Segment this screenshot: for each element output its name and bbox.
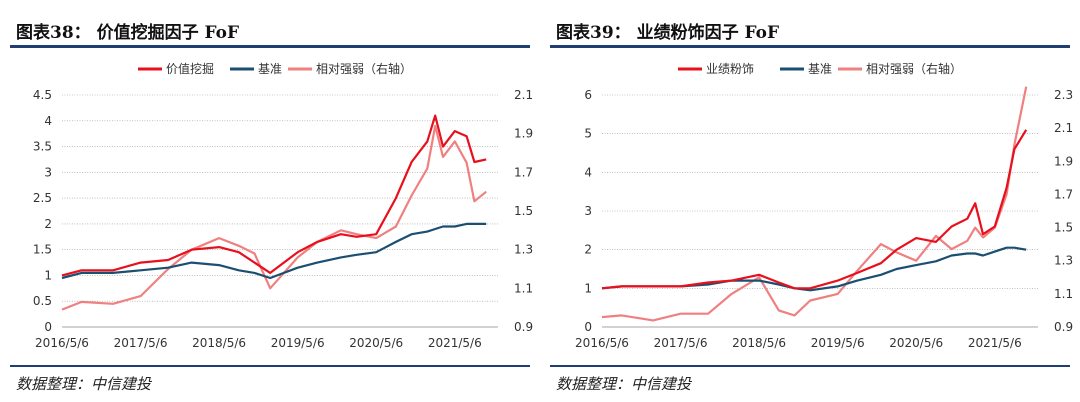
y-right-tick-label: 1.1	[1054, 287, 1073, 301]
source-note: 数据整理：中信建投	[556, 375, 692, 393]
source-rule	[10, 365, 530, 367]
y-right-tick-label: 1.9	[514, 127, 533, 141]
x-tick-label: 2016/5/6	[575, 336, 629, 350]
y-right-tick-label: 0.9	[1054, 320, 1073, 334]
series-line-relative	[61, 124, 487, 311]
y-right-tick-label: 1.5	[1054, 221, 1073, 235]
source-note: 数据整理：中信建投	[16, 375, 152, 393]
legend-label: 基准	[258, 62, 282, 76]
y-left-tick-label: 4	[44, 114, 52, 128]
x-tick-label: 2016/5/6	[35, 336, 89, 350]
x-tick-label: 2020/5/6	[889, 336, 943, 350]
chart-svg: 0 0.5 1 1.5 2 2.5 3 3.5 4 4.5 0.9 1.1 1.3 1.5 1.7 1.9 2.…	[33, 61, 533, 350]
y-left-tick-label: 3	[584, 204, 592, 218]
y-left-tick-label: 0	[44, 320, 52, 334]
legend-label: 业绩粉饰	[706, 62, 754, 76]
source-rule	[550, 365, 1070, 367]
chart-panel-39: 图表39： 业绩粉饰因子 FoF 0 1 2 3 4 5 6 0.9 1.1 1.3 1.5 1.7 1…	[550, 0, 1080, 402]
y-left-tick-label: 0.5	[33, 294, 52, 308]
y-right-tick-label: 1.3	[514, 243, 533, 257]
x-tick-label: 2017/5/6	[654, 336, 708, 350]
chart-title: 图表39： 业绩粉饰因子 FoF	[556, 23, 780, 43]
y-right-tick-label: 2.1	[1054, 121, 1073, 135]
y-left-tick-label: 3.5	[33, 140, 52, 154]
y-right-tick-label: 2.3	[1054, 88, 1073, 102]
y-right-tick-label: 2.1	[514, 88, 533, 102]
x-tick-label: 2017/5/6	[114, 336, 168, 350]
y-right-tick-label: 0.9	[514, 320, 533, 334]
y-left-tick-label: 1	[584, 281, 592, 295]
y-right-tick-label: 1.9	[1054, 154, 1073, 168]
legend-label: 相对强弱（右轴）	[866, 61, 962, 76]
y-left-tick-label: 3	[44, 165, 52, 179]
y-left-tick-label: 1	[44, 268, 52, 282]
series-line-base	[601, 246, 1027, 292]
y-right-tick-label: 1.7	[1054, 187, 1073, 201]
y-left-tick-label: 2	[44, 217, 52, 231]
title-rule	[550, 45, 1070, 48]
y-left-tick-label: 4.5	[33, 88, 52, 102]
series-line-relative	[601, 86, 1028, 322]
x-tick-label: 2019/5/6	[811, 336, 865, 350]
y-left-tick-label: 2	[584, 243, 592, 257]
x-tick-label: 2021/5/6	[428, 336, 482, 350]
y-left-tick-label: 0	[584, 320, 592, 334]
x-tick-label: 2018/5/6	[732, 336, 786, 350]
y-right-tick-label: 1.7	[514, 165, 533, 179]
x-tick-label: 2019/5/6	[271, 336, 325, 350]
series-line-base	[61, 222, 487, 280]
chart-title: 图表38： 价值挖掘因子 FoF	[16, 23, 240, 43]
series-line-factor	[601, 129, 1028, 290]
legend-label: 相对强弱（右轴）	[316, 61, 412, 76]
y-right-tick-label: 1.3	[1054, 254, 1073, 268]
y-left-tick-label: 5	[584, 127, 592, 141]
y-left-tick-label: 4	[584, 165, 592, 179]
y-right-tick-label: 1.5	[514, 204, 533, 218]
x-tick-label: 2018/5/6	[192, 336, 246, 350]
chart-panel-38: 图表38： 价值挖掘因子 FoF 0 0.5 1 1.5 2 2.5 3 3.5 4 4.5 0.9…	[10, 0, 540, 402]
legend-label: 价值挖掘	[166, 61, 214, 76]
title-rule	[10, 45, 530, 48]
series-line-factor	[61, 114, 487, 277]
x-tick-label: 2021/5/6	[968, 336, 1022, 350]
legend-label: 基准	[808, 62, 832, 76]
y-left-tick-label: 2.5	[33, 191, 52, 205]
y-left-tick-label: 6	[584, 88, 592, 102]
chart-svg: 0 1 2 3 4 5 6 0.9 1.1 1.3 1.5 1.7 1.9 2.1 2.3 2016/5/6 2…	[575, 61, 1073, 350]
y-left-tick-label: 1.5	[33, 243, 52, 257]
x-tick-label: 2020/5/6	[349, 336, 403, 350]
y-right-tick-label: 1.1	[514, 281, 533, 295]
